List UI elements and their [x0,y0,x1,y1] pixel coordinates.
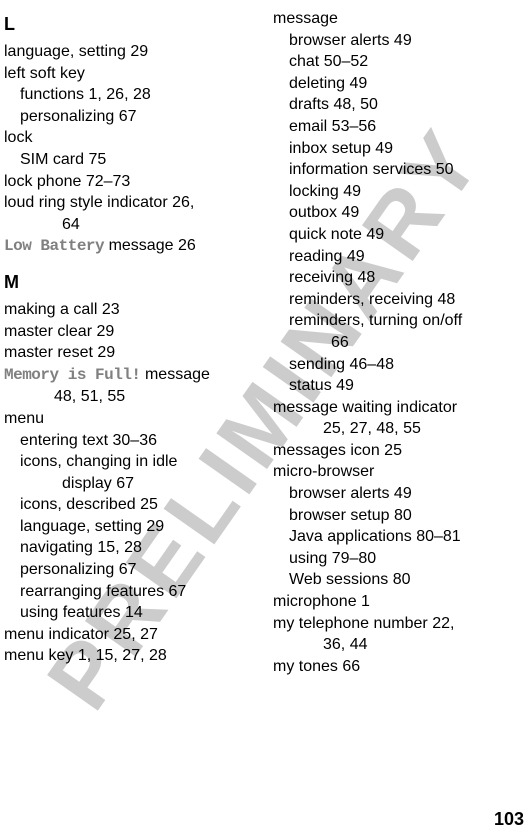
index-subentry: outbox 49 [273,202,516,224]
index-subentry: reminders, receiving 48 [273,289,516,311]
index-continuation: 25, 27, 48, 55 [273,418,516,440]
index-entry: messages icon 25 [273,440,516,462]
index-subentry: using 79–80 [273,548,516,570]
right-column: message browser alerts 49 chat 50–52 del… [263,8,522,677]
index-subentry: Java applications 80–81 [273,526,516,548]
index-entry: Low Battery message 26 [4,235,257,258]
index-entry: loud ring style indicator 26, [4,192,257,214]
index-entry: menu key 1, 15, 27, 28 [4,645,257,667]
index-entry: making a call 23 [4,299,257,321]
index-continuation: 66 [273,332,516,354]
index-entry: message waiting indicator [273,397,516,419]
index-subentry: reminders, turning on/off [273,310,516,332]
index-entry: menu indicator 25, 27 [4,624,257,646]
index-subentry: using features 14 [4,602,257,624]
index-entry: my tones 66 [273,656,516,678]
index-entry: Memory is Full! message [4,364,257,387]
index-subentry: inbox setup 49 [273,138,516,160]
index-subentry: receiving 48 [273,267,516,289]
lcd-text: Memory is Full! [4,366,141,384]
index-subentry: Web sessions 80 [273,569,516,591]
index-subentry: reading 49 [273,246,516,268]
index-subentry: browser setup 80 [273,505,516,527]
index-entry: master reset 29 [4,342,257,364]
page-number: 103 [494,809,524,830]
index-entry: microphone 1 [273,591,516,613]
index-subentry: navigating 15, 28 [4,537,257,559]
index-subentry: language, setting 29 [4,516,257,538]
index-entry: left soft key [4,63,257,85]
index-entry: micro-browser [273,461,516,483]
index-entry: lock [4,127,257,149]
section-heading-m: M [4,272,257,293]
index-entry: language, setting 29 [4,41,257,63]
index-continuation: 48, 51, 55 [4,386,257,408]
index-subentry: email 53–56 [273,116,516,138]
index-entry: my telephone number 22, [273,613,516,635]
index-subentry: sending 46–48 [273,354,516,376]
index-continuation: 36, 44 [273,634,516,656]
index-subentry: information services 50 [273,159,516,181]
index-subentry: personalizing 67 [4,106,257,128]
index-content: L language, setting 29 left soft key fun… [0,0,532,677]
index-subentry: personalizing 67 [4,559,257,581]
index-subentry: browser alerts 49 [273,483,516,505]
section-heading-l: L [4,14,257,35]
index-subentry: entering text 30–36 [4,430,257,452]
index-subentry: quick note 49 [273,224,516,246]
index-subentry: drafts 48, 50 [273,94,516,116]
index-subentry: SIM card 75 [4,149,257,171]
index-entry: menu [4,408,257,430]
index-subentry: status 49 [273,375,516,397]
index-continuation: 64 [4,214,257,236]
index-continuation: display 67 [4,473,257,495]
index-subentry: functions 1, 26, 28 [4,84,257,106]
index-subentry: deleting 49 [273,73,516,95]
index-text: message [141,366,210,383]
index-entry: lock phone 72–73 [4,171,257,193]
index-text: message 26 [104,237,196,254]
index-subentry: locking 49 [273,181,516,203]
lcd-text: Low Battery [4,237,104,255]
left-column: L language, setting 29 left soft key fun… [4,8,263,677]
index-entry: message [273,8,516,30]
index-subentry: browser alerts 49 [273,30,516,52]
index-subentry: chat 50–52 [273,51,516,73]
index-entry: master clear 29 [4,321,257,343]
index-subentry: icons, changing in idle [4,451,257,473]
index-subentry: icons, described 25 [4,494,257,516]
index-subentry: rearranging features 67 [4,581,257,603]
